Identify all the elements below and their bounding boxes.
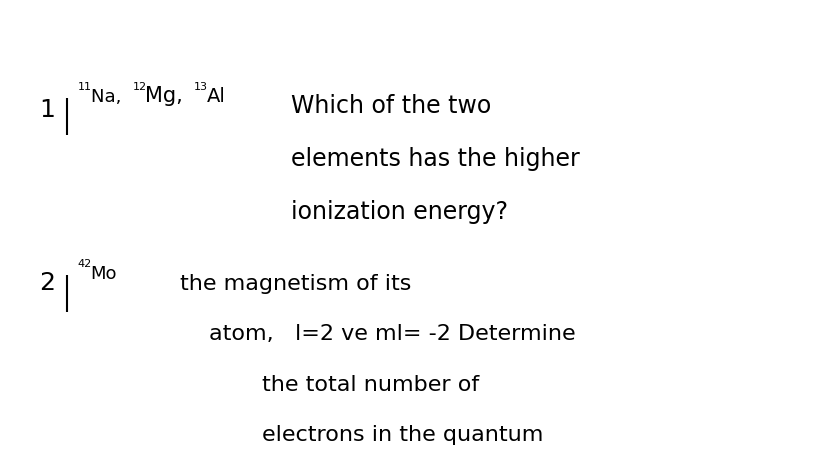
Text: 11: 11: [78, 82, 92, 92]
Text: Mg,: Mg,: [146, 86, 190, 106]
Text: Mo: Mo: [91, 264, 117, 282]
Text: Na,: Na,: [91, 88, 127, 106]
Text: atom,   l=2 ve ml= -2 Determine: atom, l=2 ve ml= -2 Determine: [209, 324, 576, 343]
Text: the total number of: the total number of: [262, 374, 479, 394]
Text: Al: Al: [206, 87, 225, 106]
Text: the magnetism of its: the magnetism of its: [180, 273, 412, 293]
Text: electrons in the quantum: electrons in the quantum: [262, 425, 544, 444]
Text: 42: 42: [78, 258, 92, 269]
Text: 1: 1: [39, 98, 55, 122]
Text: 12: 12: [133, 82, 147, 92]
Text: 13: 13: [194, 82, 208, 92]
Text: ionization energy?: ionization energy?: [291, 200, 508, 224]
Text: 2: 2: [39, 270, 56, 294]
Text: elements has the higher: elements has the higher: [291, 147, 580, 171]
Text: Which of the two: Which of the two: [291, 94, 491, 118]
